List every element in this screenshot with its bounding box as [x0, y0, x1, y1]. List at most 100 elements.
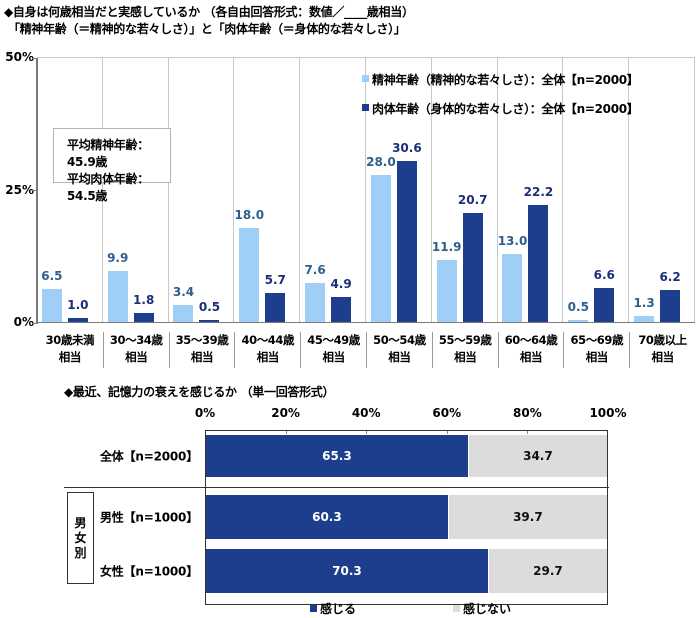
category-group: 11.9 20.7 [432, 58, 498, 323]
bar-mental-age [107, 270, 128, 323]
bar-value-label: 1.8 [133, 293, 155, 308]
bar-physical-age [528, 205, 549, 323]
bar-physical-age [265, 292, 286, 323]
x-category-label: 60～64歳 相当 [497, 332, 564, 368]
y-tick [32, 323, 37, 324]
group-label-char: 男 [74, 515, 87, 530]
category-group: 9.9 1.8 [103, 58, 169, 323]
category-group: 3.4 0.5 [169, 58, 235, 323]
x-tick-label: 20% [271, 406, 300, 420]
y-tick [32, 58, 37, 59]
bar-value-label: 5.7 [264, 272, 286, 287]
group-label-char: 別 [74, 545, 87, 560]
x-category-label: 55～59歳 相当 [431, 332, 498, 368]
bar-mental-age [436, 259, 457, 323]
bar-value-label: 28.0 [366, 154, 396, 169]
legend-label: 肉体年齢（身体的な若々しさ）：全体【n=2000】 [372, 102, 639, 116]
legend-label: 精神年齢（精神的な若々しさ）：全体【n=2000】 [372, 73, 639, 87]
x-tick-label: 0% [194, 406, 216, 420]
bar-value-label: 6.6 [593, 268, 615, 283]
stacked-bar-row: 65.3 34.7 [206, 435, 607, 477]
bar-physical-age [67, 317, 88, 323]
bar-physical-age [133, 313, 154, 323]
segment-not-feel: 39.7 [447, 495, 607, 539]
x-category-label: 50～54歳 相当 [366, 332, 432, 368]
bar-value-label: 1.3 [633, 296, 655, 311]
x-tick [286, 431, 288, 434]
bar-physical-age [199, 320, 220, 323]
bottom-chart-title: ◆最近、記憶力の衰えを感じるか （単一回答形式） [64, 385, 335, 399]
segment-not-feel: 29.7 [487, 549, 607, 593]
x-tick-label: 100% [589, 406, 627, 420]
bar-physical-age [331, 297, 352, 323]
legend-swatch-dark-blue [362, 104, 369, 111]
x-tick-label: 40% [351, 406, 381, 420]
legend-swatch-light-blue [362, 75, 369, 82]
category-group: 1.3 6.2 [629, 58, 695, 323]
y-axis [36, 58, 38, 324]
age-bar-chart-plot: 6.5 1.0 9.9 1.8 3.4 0.5 18.0 5.7 7.6 4.9 28.0 30.6 1… [32, 57, 695, 324]
bar-value-label: 18.0 [234, 207, 265, 222]
legend-label: 感じない [463, 602, 512, 616]
group-label-char: 女 [74, 530, 87, 545]
x-category-label: 30歳未満 相当 [45, 333, 95, 364]
x-category-label: 40～44歳 相当 [234, 332, 300, 368]
bar-physical-age [462, 213, 483, 323]
bar-mental-age [173, 304, 194, 323]
bar-value-label: 6.2 [659, 270, 681, 285]
category-group: 28.0 30.6 [366, 58, 432, 323]
legend-item-feel: 感じる [310, 600, 356, 617]
group-divider-line [64, 487, 609, 488]
x-tick [446, 431, 448, 434]
x-axis [37, 322, 695, 323]
y-tick-label: 50% [5, 50, 34, 64]
bar-value-label: 22.2 [523, 185, 554, 200]
legend-swatch-dark-blue [310, 605, 317, 612]
gender-group-label: 男女別 [67, 492, 94, 584]
x-axis-labels: 30歳未満 相当 30～34歳 相当 35～39歳 相当 40～44歳 相当 45～49歳 相当 5… [37, 332, 695, 372]
chart-title-line2: 「精神年齢（＝精神的な若々しさ）」と「肉体年齢（＝身体的な若々しさ）」 [8, 22, 406, 36]
bar-mental-age [634, 316, 655, 323]
category-group: 7.6 4.9 [300, 58, 366, 323]
x-category-label: 45～49歳 相当 [300, 332, 366, 368]
bar-value-label: 1.0 [67, 297, 89, 312]
bar-physical-age [660, 290, 681, 323]
x-tick-label: 60% [432, 406, 462, 420]
stacked-bar-row: 70.3 29.7 [206, 549, 607, 593]
row-category-label: 全体【n=2000】 [100, 449, 198, 464]
row-category-label: 男性【n=1000】 [100, 510, 198, 525]
legend-label: 感じる [320, 602, 357, 616]
chart-title-line1: ◆自身は何歳相当だと実感しているか （各自由回答形式：数値／____歳相当） [4, 5, 414, 19]
bar-value-label: 30.6 [392, 140, 422, 155]
bar-mental-age [370, 174, 391, 323]
category-group: 6.5 1.0 [37, 58, 103, 323]
bar-mental-age [305, 282, 326, 323]
bar-value-label: 7.6 [304, 262, 326, 277]
avg-physical-age: 平均肉体年齢：54.5歳 [67, 172, 149, 203]
y-tick [32, 190, 37, 191]
x-tick-label: 80% [513, 406, 542, 420]
bar-mental-age [502, 254, 523, 323]
bar-mental-age [568, 320, 589, 323]
bar-value-label: 11.9 [431, 239, 462, 254]
category-group: 18.0 5.7 [234, 58, 301, 323]
x-tick [366, 431, 368, 434]
stacked-bar-row: 60.3 39.7 [206, 495, 607, 539]
average-age-annotation: 平均精神年齢：45.9歳 平均肉体年齢：54.5歳 [53, 128, 171, 203]
legend-item-physical: 肉体年齢（身体的な若々しさ）：全体【n=2000】 [362, 100, 639, 117]
segment-not-feel: 34.7 [467, 435, 607, 477]
x-category-label: 65～69歳 相当 [563, 332, 629, 368]
bar-value-label: 20.7 [457, 193, 488, 208]
avg-mental-age: 平均精神年齢：45.9歳 [67, 138, 149, 169]
bar-value-label: 4.9 [330, 277, 352, 292]
bar-value-label: 3.4 [172, 284, 195, 299]
row-category-label: 女性【n=1000】 [100, 564, 198, 579]
legend-item-not-feel: 感じない [453, 600, 511, 617]
memory-stacked-bar-plot: 65.3 34.7 60.3 39.7 70.3 29.7 [205, 430, 608, 605]
category-group: 0.5 6.6 [563, 58, 630, 323]
bar-physical-age [396, 160, 417, 323]
bar-value-label: 0.5 [567, 300, 589, 315]
bar-value-label: 13.0 [497, 234, 528, 249]
bar-value-label: 6.5 [41, 268, 63, 283]
y-tick-label: 25% [5, 183, 34, 197]
